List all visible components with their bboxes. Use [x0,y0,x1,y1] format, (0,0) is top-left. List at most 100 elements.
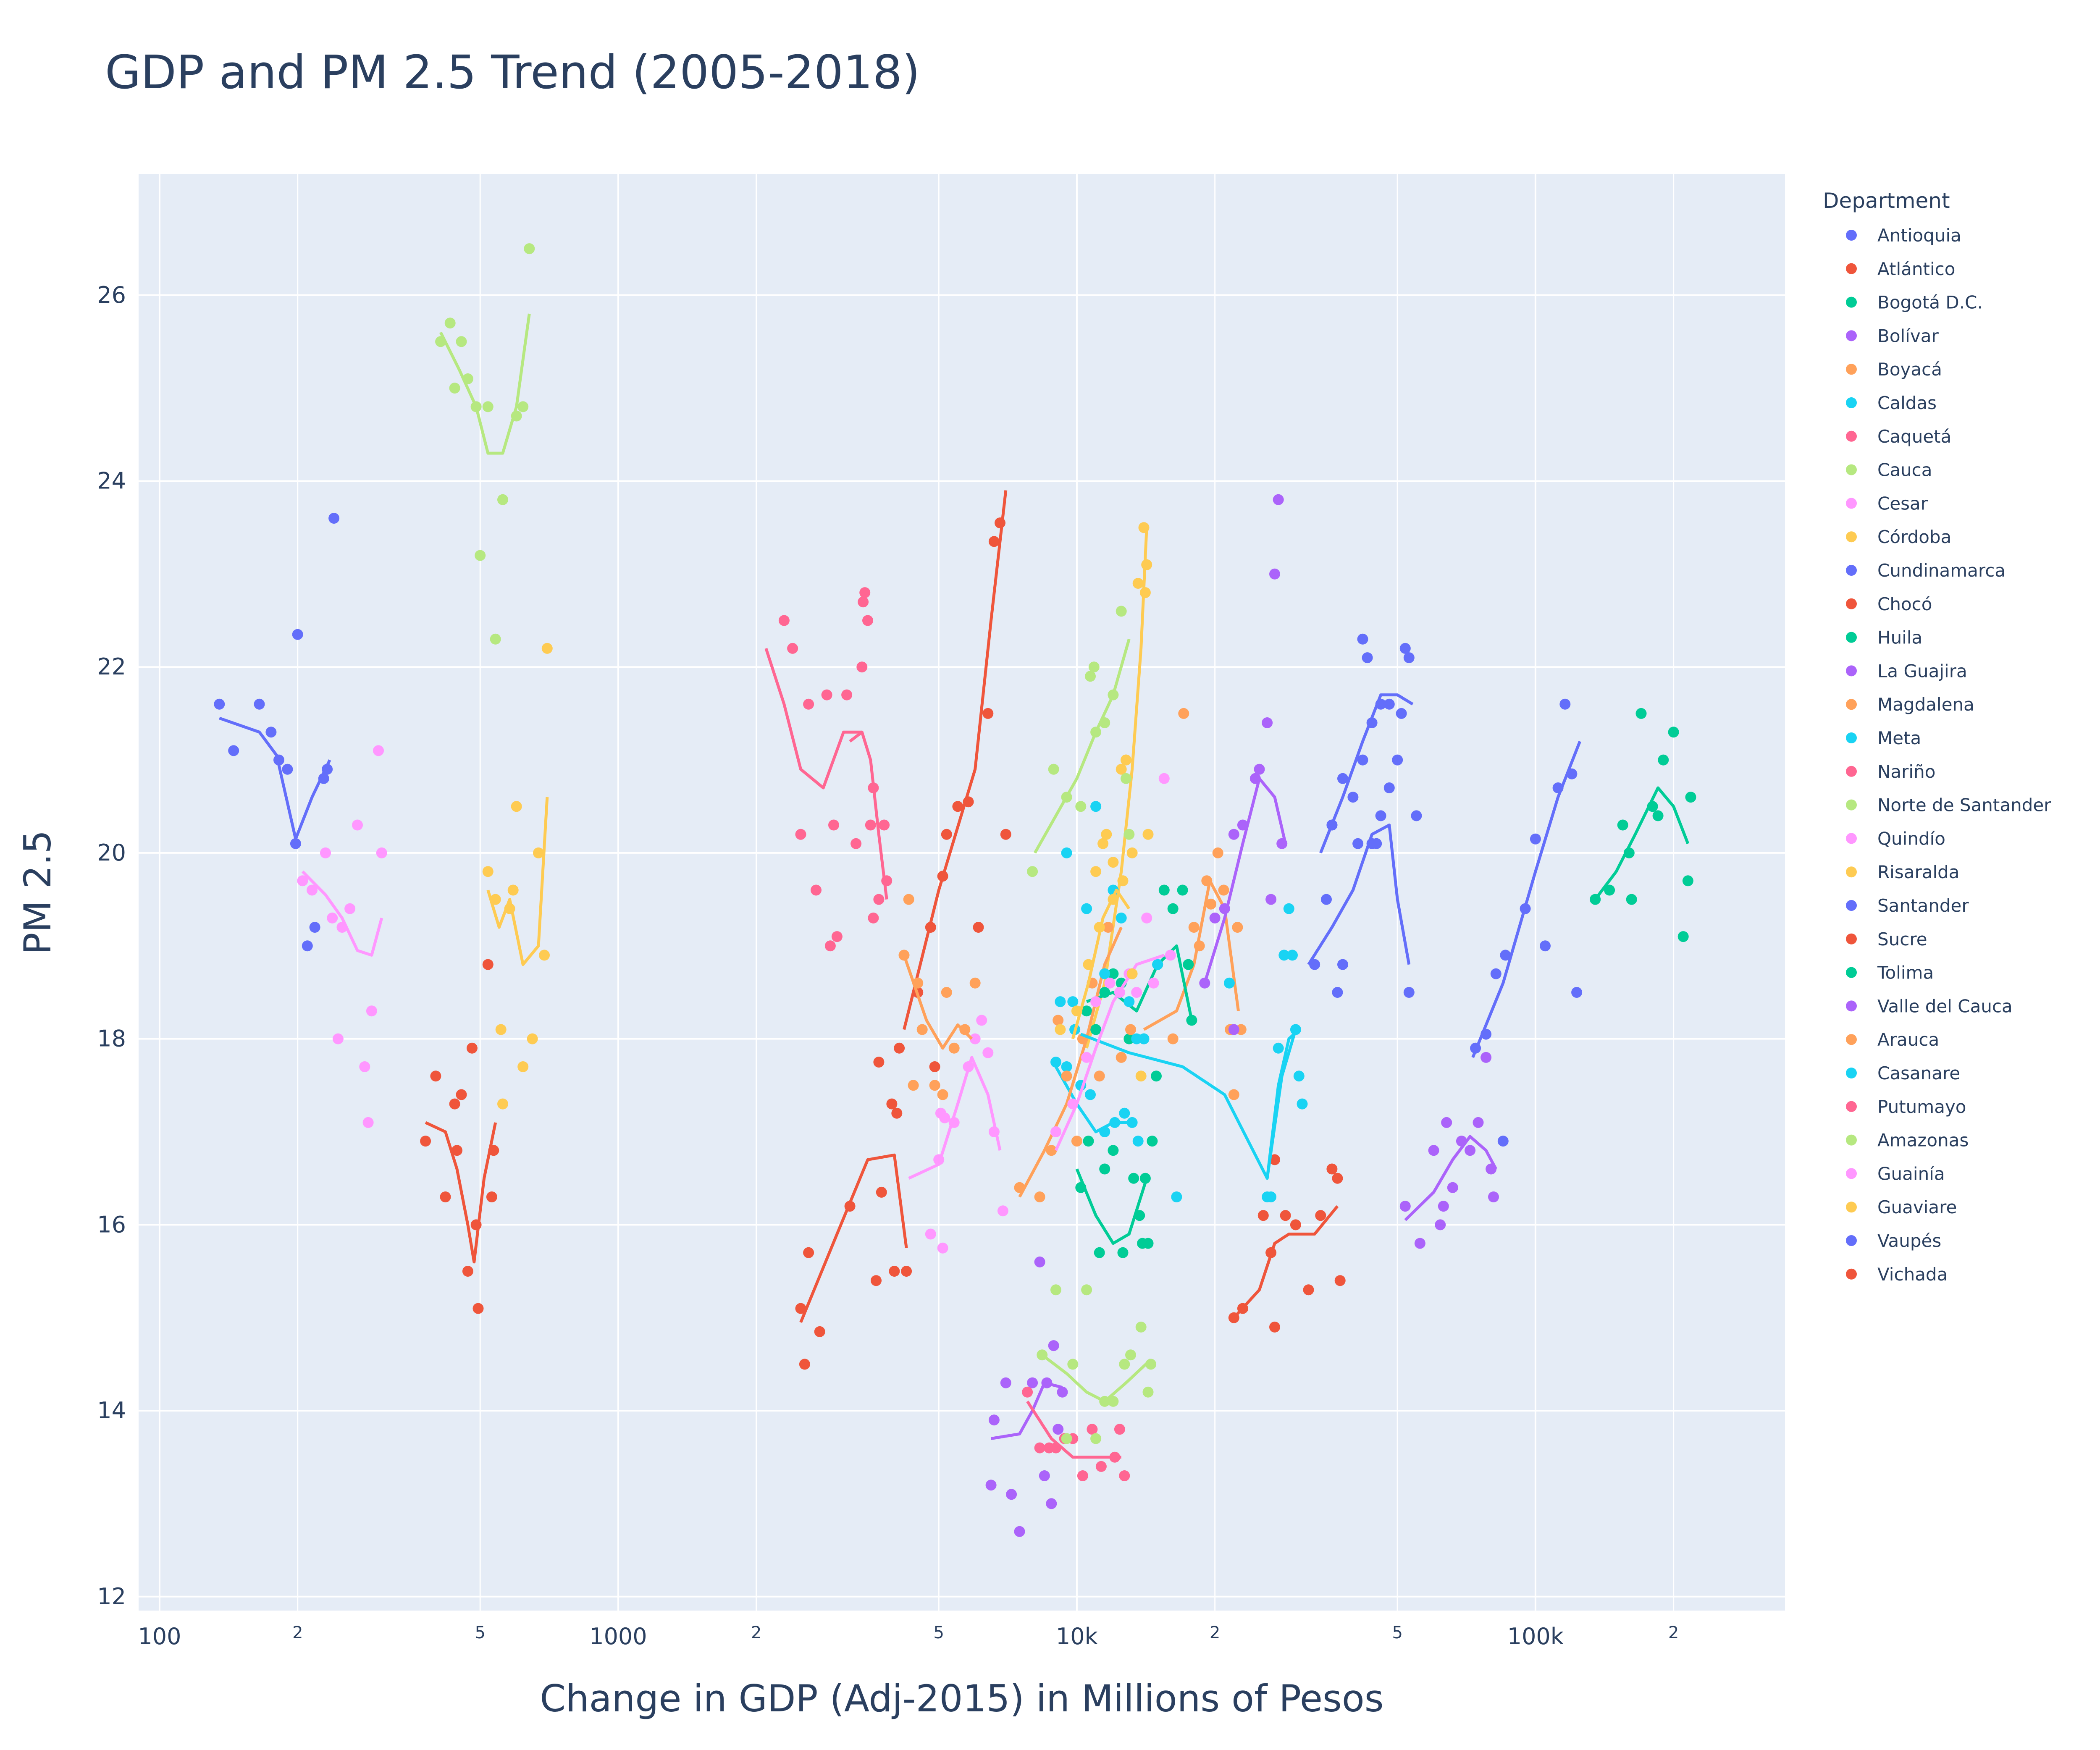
data-point-sucre [1269,1154,1280,1165]
data-point-guainia [1158,773,1170,784]
data-point-guaviare [1135,1070,1147,1082]
data-point-la-guajira [1006,1489,1017,1500]
legend-item-risaralda: Risaralda [1846,862,1960,882]
trend-line-putumayo [1026,1401,1121,1459]
data-point-antioquia [1490,968,1502,979]
data-point-cundinamarca [1371,838,1382,849]
legend-label: Caquetá [1877,426,1951,447]
data-point-choco [901,1266,912,1277]
legend-label: Bolívar [1877,325,1939,346]
legend-label: Vichada [1877,1264,1948,1285]
data-point-santander [1352,838,1364,849]
data-point-bogota-d-c- [1604,884,1615,896]
x-tick-label: 100 [138,1623,181,1650]
data-point-cordoba [1139,587,1151,598]
legend-label: Santander [1877,895,1969,916]
legend-label: Arauca [1877,1029,1939,1050]
data-point-casanare [1152,959,1163,970]
data-point-quindio [327,912,338,924]
legend-label: Norte de Santander [1877,795,2051,816]
data-point-guaviare [1097,838,1109,849]
data-point-narino [841,689,853,701]
legend-marker [1846,430,1857,442]
legend-item-cauca: Cauca [1846,460,1932,480]
data-point-quindio [359,1061,370,1072]
data-point-valle-del-cauca [1228,829,1239,840]
legend-label: Cundinamarca [1877,560,2006,581]
data-point-vaupes [322,763,333,775]
legend-item-huila: Huila [1846,627,1922,648]
data-point-guainia [1141,912,1152,924]
data-point-vaupes [318,773,329,784]
data-point-quindio [352,819,363,831]
data-point-choco [886,1098,898,1110]
data-point-vichada [470,1219,482,1231]
data-point-boyaca [1218,884,1229,896]
data-point-choco [873,1057,885,1068]
y-tick-label: 26 [97,282,126,308]
data-point-risaralda [541,643,553,654]
legend-marker [1846,330,1857,341]
data-point-valle-del-cauca [1265,894,1277,905]
y-tick-label: 18 [97,1026,126,1052]
data-point-atlantico [937,871,948,882]
data-point-boyaca [1212,847,1223,858]
legend-marker [1846,732,1857,743]
data-point-meta [1061,1061,1072,1072]
trend-line-guaviare [1071,889,1131,1039]
data-point-vaupes [254,698,265,710]
data-point-sucre [1228,1312,1239,1323]
legend-marker [1846,1000,1857,1012]
data-point-caqueta [850,838,862,849]
data-point-casanare [1265,1191,1277,1202]
legend-item-atlantico: Atlántico [1846,259,1955,279]
data-point-narino [831,931,843,942]
data-point-huila [1099,1163,1110,1175]
data-point-norte-de-santander [1088,661,1100,673]
legend-item-guainia: Guainía [1846,1163,1945,1184]
data-point-santander [1357,633,1368,645]
data-point-cauca [456,336,467,347]
data-point-cundinamarca [1321,894,1332,905]
legend-title: Department [1823,189,1950,213]
legend-item-bogota-d-c-: Bogotá D.C. [1846,292,1983,313]
data-point-guaviare [1126,968,1138,979]
legend-label: Cesar [1877,493,1928,514]
data-point-valle-del-cauca [1237,819,1248,831]
x-tick-label: 5 [1392,1623,1402,1642]
data-point-bogota-d-c- [1682,875,1693,887]
data-point-santander [1375,698,1386,710]
data-point-amazonas [1119,1359,1130,1370]
x-tick-label: 5 [475,1623,485,1642]
data-point-santander [1399,643,1411,654]
data-point-tolima [1183,959,1194,970]
legend-item-la-guajira: La Guajira [1846,661,1967,681]
legend-marker [1846,766,1857,777]
y-tick-label: 22 [97,653,126,680]
x-tick-label: 2 [751,1623,761,1642]
legend-label: Nariño [1877,761,1935,782]
chart-title: GDP and PM 2.5 Trend (2005-2018) [105,45,920,99]
legend-item-quindio: Quindío [1846,828,1945,849]
data-point-vichada [456,1089,467,1100]
legend: Department Antioquia Atlántico Bogotá D.C.… [1823,189,2051,1285]
data-point-atlantico [952,801,963,812]
data-point-magdalena [969,977,981,989]
trend-line-arauca [1018,926,1123,1198]
grid-lines [139,174,1785,1611]
data-point-valle-del-cauca [1262,717,1273,728]
legend-item-sucre: Sucre [1846,929,1927,950]
y-tick-label: 12 [97,1583,126,1610]
data-point-huila [1134,1210,1145,1221]
legend-marker [1846,1101,1857,1112]
data-point-guainia [1148,977,1159,989]
data-point-cundinamarca [1357,754,1368,766]
legend-marker [1846,967,1857,978]
trend-line-cundinamarca [1307,824,1411,966]
series-casanare [1061,801,1297,1202]
data-point-valle-del-cauca [1199,977,1210,989]
data-point-norte-de-santander [1090,727,1102,738]
legend-label: Risaralda [1877,862,1960,882]
data-point-guaviare [1055,1024,1066,1035]
data-point-risaralda [517,1061,529,1072]
